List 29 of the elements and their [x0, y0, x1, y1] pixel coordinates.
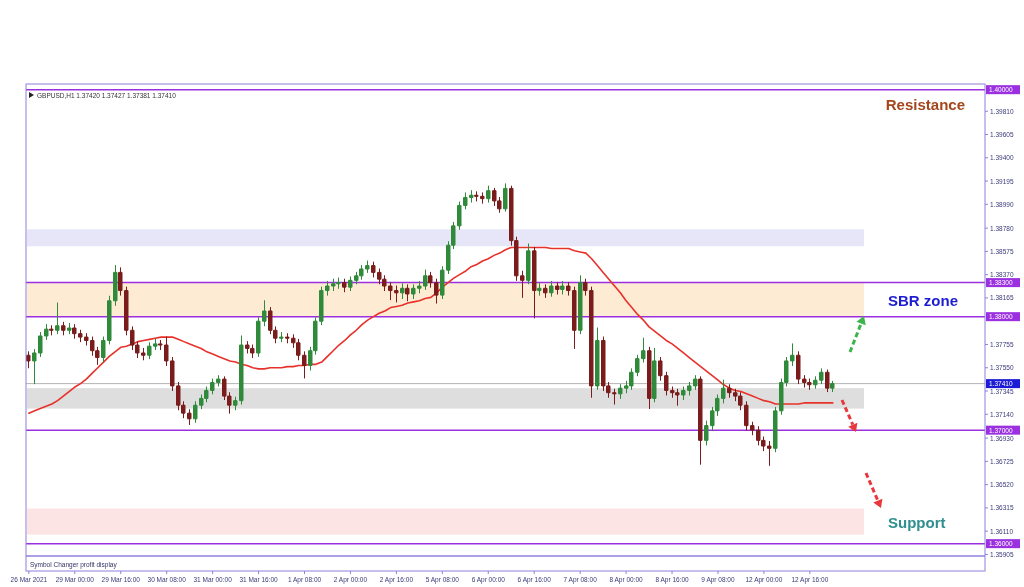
candlestick — [342, 278, 347, 293]
candlestick — [49, 325, 54, 336]
candlestick — [67, 322, 72, 335]
candlestick — [279, 332, 284, 343]
candlestick — [555, 282, 560, 295]
band-label: Support — [888, 513, 946, 531]
candlestick — [405, 284, 410, 302]
line-series — [28, 246, 834, 414]
candlestick — [647, 346, 652, 410]
candlestick — [537, 283, 542, 296]
candlestick — [503, 183, 508, 212]
candlestick — [578, 275, 583, 335]
candlestick — [698, 376, 703, 465]
candlestick — [55, 302, 60, 335]
candlestick — [400, 283, 405, 299]
candlestick — [526, 243, 531, 285]
candlestick — [825, 369, 830, 393]
ref-line-label: Resistance — [885, 95, 965, 113]
candlestick — [486, 185, 491, 203]
candlestick — [652, 347, 657, 403]
candlestick — [560, 280, 565, 295]
candlestick — [26, 351, 31, 369]
candlestick — [532, 246, 537, 319]
band-label: SBR zone — [888, 291, 959, 309]
candlestick — [543, 284, 548, 298]
candlestick — [830, 380, 835, 393]
candlestick — [595, 327, 600, 390]
candlestick — [549, 280, 554, 297]
candlestick — [61, 321, 66, 336]
